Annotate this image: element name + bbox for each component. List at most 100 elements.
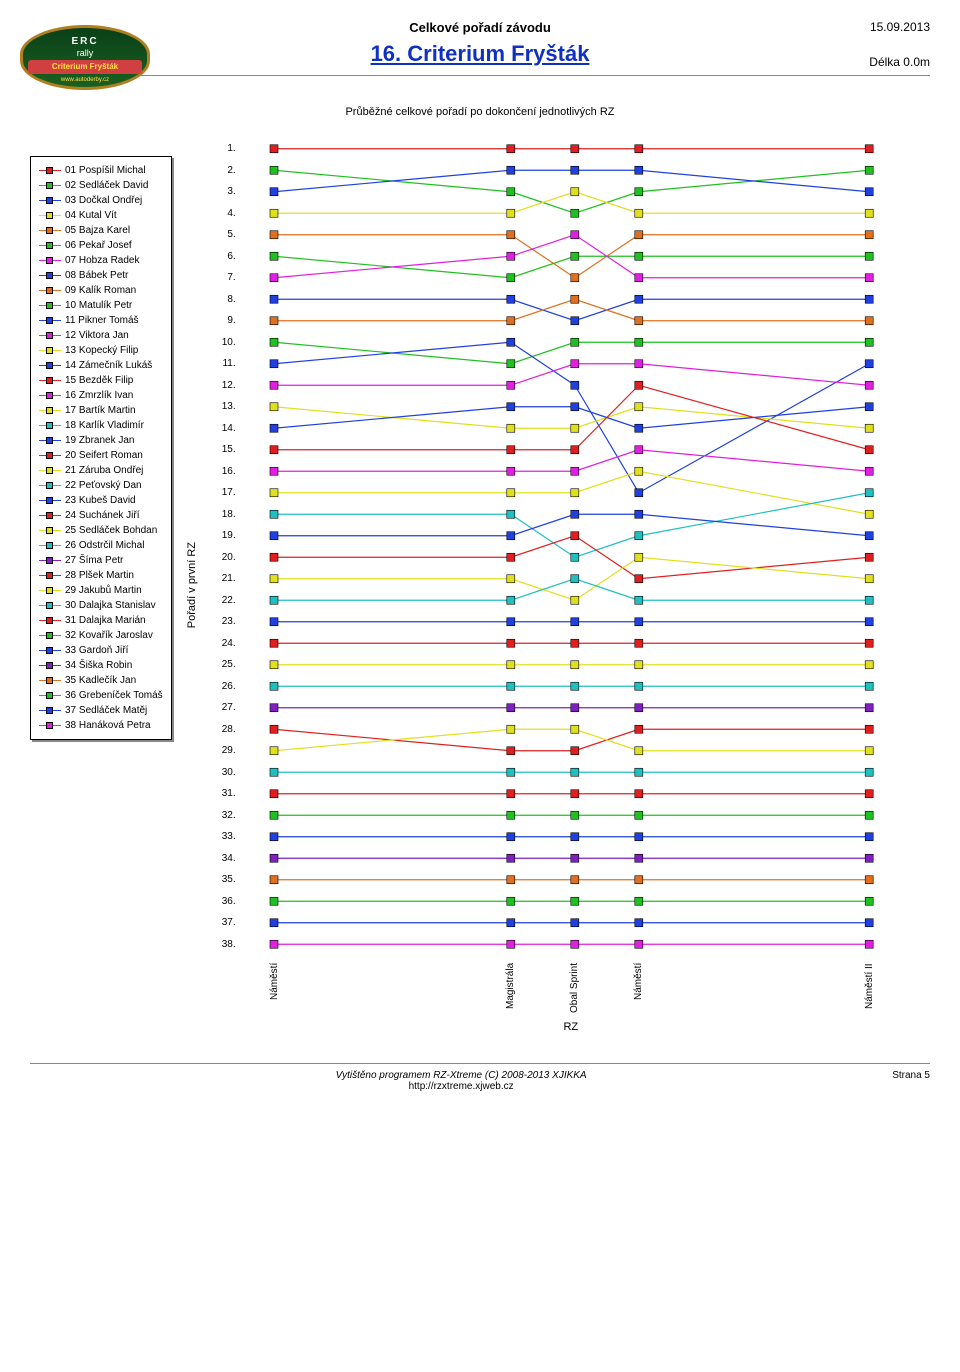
legend-item: 06 Pekař Josef: [39, 238, 163, 253]
series-marker: [634, 768, 642, 776]
legend-label: 25 Sedláček Bohdan: [65, 523, 157, 538]
series-marker: [865, 188, 873, 196]
series-marker: [634, 510, 642, 518]
legend-label: 02 Sedláček David: [65, 178, 148, 193]
xaxis-label: Magistrála: [505, 963, 516, 1028]
series-marker: [865, 661, 873, 669]
series-marker: [634, 747, 642, 755]
ylabel: 35.: [212, 874, 242, 885]
series-marker: [634, 811, 642, 819]
series-marker: [506, 338, 514, 346]
ylabel: 16.: [212, 466, 242, 477]
series-marker: [270, 231, 278, 239]
series-marker: [570, 424, 578, 432]
series-marker: [865, 596, 873, 604]
series-marker: [270, 661, 278, 669]
legend-label: 03 Dočkal Ondřej: [65, 193, 142, 208]
series-marker: [865, 768, 873, 776]
series-marker: [865, 166, 873, 174]
page: ERC rally Criterium Fryšták www.autoderb…: [0, 0, 960, 1112]
series-marker: [570, 274, 578, 282]
series-marker: [634, 381, 642, 389]
legend-item: 07 Hobza Radek: [39, 253, 163, 268]
series-marker: [865, 403, 873, 411]
series-marker: [865, 424, 873, 432]
series-marker: [570, 252, 578, 260]
series-line: [274, 385, 869, 450]
series-marker: [270, 768, 278, 776]
legend-item: 13 Kopecký Filip: [39, 343, 163, 358]
legend-item: 29 Jakubů Martin: [39, 583, 163, 598]
legend-label: 11 Pikner Tomáš: [65, 313, 139, 328]
series-marker: [865, 940, 873, 948]
series-marker: [506, 553, 514, 561]
series-marker: [506, 790, 514, 798]
series-marker: [865, 510, 873, 518]
series-marker: [270, 919, 278, 927]
series-marker: [634, 596, 642, 604]
legend-label: 18 Karlík Vladimír: [65, 418, 144, 433]
footer-page: Strana 5: [892, 1070, 930, 1092]
legend-label: 28 Plšek Martin: [65, 568, 134, 583]
series-marker: [570, 317, 578, 325]
series-marker: [570, 618, 578, 626]
ylabel: 34.: [212, 853, 242, 864]
series-marker: [634, 575, 642, 583]
series-marker: [570, 489, 578, 497]
chart-title: Průběžné celkové pořadí po dokončení jed…: [30, 106, 930, 118]
series-marker: [570, 575, 578, 583]
ylabel: 5.: [212, 229, 242, 240]
ylabel: 12.: [212, 380, 242, 391]
series-marker: [570, 940, 578, 948]
xaxis: NáměstíMagistrálaObal SprintNáměstíNáměs…: [242, 963, 882, 1033]
ylabel: 20.: [212, 552, 242, 563]
series-marker: [506, 897, 514, 905]
series-marker: [865, 747, 873, 755]
xaxis-label: Obal Sprint: [569, 963, 580, 1028]
series-marker: [634, 317, 642, 325]
series-marker: [570, 639, 578, 647]
series-marker: [570, 833, 578, 841]
series-marker: [865, 467, 873, 475]
legend-item: 25 Sedláček Bohdan: [39, 523, 163, 538]
series-marker: [506, 682, 514, 690]
series-marker: [570, 876, 578, 884]
ylabel: 18.: [212, 509, 242, 520]
series-marker: [865, 381, 873, 389]
legend-item: 19 Zbranek Jan: [39, 433, 163, 448]
series-marker: [865, 876, 873, 884]
series-marker: [506, 811, 514, 819]
series-marker: [270, 940, 278, 948]
series-marker: [506, 618, 514, 626]
ylabel: 10.: [212, 337, 242, 348]
ylabel: 2.: [212, 165, 242, 176]
series-marker: [270, 510, 278, 518]
series-marker: [506, 424, 514, 432]
legend-label: 10 Matulík Petr: [65, 298, 132, 313]
legend-item: 21 Záruba Ondřej: [39, 463, 163, 478]
legend: 01 Pospíšil Michal02 Sedláček David03 Do…: [30, 156, 172, 740]
series-marker: [270, 747, 278, 755]
series-marker: [634, 467, 642, 475]
series-marker: [270, 166, 278, 174]
series-marker: [270, 704, 278, 712]
series-marker: [570, 360, 578, 368]
series-marker: [506, 876, 514, 884]
series-marker: [270, 790, 278, 798]
series-marker: [270, 596, 278, 604]
legend-item: 35 Kadlečík Jan: [39, 673, 163, 688]
legend-item: 01 Pospíšil Michal: [39, 163, 163, 178]
legend-item: 08 Bábek Petr: [39, 268, 163, 283]
series-marker: [270, 575, 278, 583]
legend-item: 16 Zmrzlík Ivan: [39, 388, 163, 403]
series-marker: [506, 919, 514, 927]
legend-item: 18 Karlík Vladimír: [39, 418, 163, 433]
series-marker: [570, 446, 578, 454]
series-marker: [865, 446, 873, 454]
legend-item: 27 Šíma Petr: [39, 553, 163, 568]
series-marker: [506, 833, 514, 841]
series-marker: [506, 532, 514, 540]
series-marker: [865, 553, 873, 561]
series-marker: [634, 919, 642, 927]
legend-label: 27 Šíma Petr: [65, 553, 123, 568]
